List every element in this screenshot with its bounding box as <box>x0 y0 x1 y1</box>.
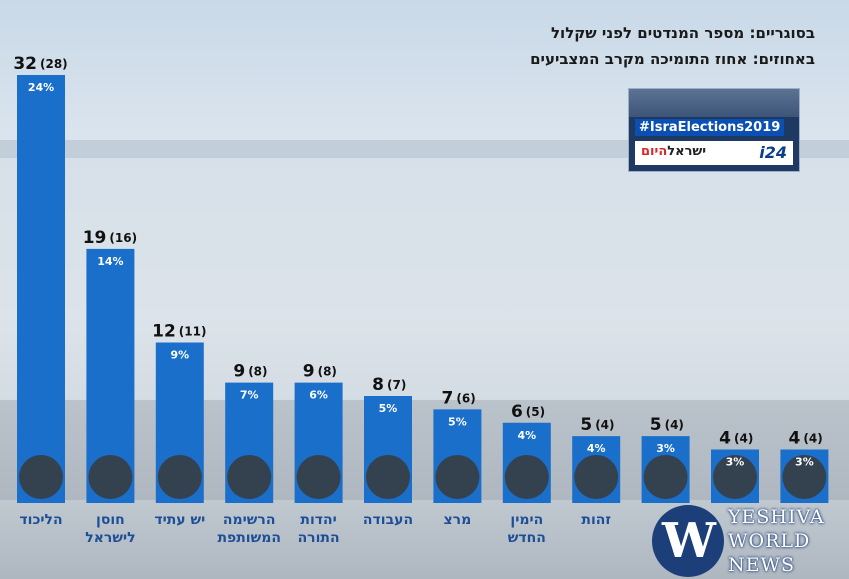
percent-label: 14% <box>97 255 123 268</box>
bar <box>17 75 65 503</box>
candidate-photo <box>643 455 688 499</box>
seat-value-label: 9 <box>233 362 245 382</box>
knesset-background <box>0 140 849 500</box>
percent-label: 6% <box>309 389 328 402</box>
candidate-photo <box>713 455 757 499</box>
candidate-photo <box>227 455 272 499</box>
partner-logos: ישראלהיום i24 <box>635 141 793 165</box>
candidate-photo <box>88 455 133 499</box>
candidate-photo <box>296 455 341 499</box>
candidate-photo <box>782 455 827 499</box>
category-label: התורה <box>298 530 340 546</box>
raw-seat-label: (11) <box>179 325 207 339</box>
watermark-line-1: YESHIVA <box>728 506 825 528</box>
israel-hayom-logo-text: ישראל <box>667 144 707 159</box>
category-label: החדש <box>508 530 546 546</box>
category-label: לישראל <box>85 530 135 546</box>
raw-seat-label: (5) <box>526 405 545 419</box>
candidate-photo <box>574 455 619 499</box>
seat-value-label: 7 <box>442 388 454 408</box>
percent-label: 4% <box>587 442 606 455</box>
israel-hayom-logo: ישראלהיום <box>641 144 706 159</box>
percent-label: 4% <box>517 429 536 442</box>
raw-seat-label: (7) <box>387 378 406 392</box>
candidate-photo <box>504 455 549 499</box>
percent-label: 9% <box>170 349 189 362</box>
category-label: מרצ <box>444 512 472 528</box>
seat-value-label: 6 <box>511 402 523 422</box>
raw-seat-label: (6) <box>456 391 475 405</box>
raw-seat-label: (8) <box>318 365 337 379</box>
raw-seat-label: (16) <box>109 231 137 245</box>
legend-line-brackets: בסוגריים: מספר המנדטים לפני שקלול <box>550 24 815 42</box>
seat-value-label: 19 <box>83 228 107 248</box>
raw-seat-label: (4) <box>803 432 822 446</box>
category-label: יש עתיד <box>154 512 205 528</box>
candidate-photo <box>19 455 63 499</box>
category-label: יהדות <box>300 512 336 528</box>
category-label: הרשימה <box>223 512 276 528</box>
seat-value-label: 5 <box>650 415 662 435</box>
hayom-logo-text: היום <box>641 144 668 159</box>
seat-value-label: 8 <box>372 375 384 395</box>
percent-label: 5% <box>379 402 398 415</box>
seat-value-label: 4 <box>789 429 801 449</box>
percent-label: 24% <box>28 81 54 94</box>
category-label: הליכוד <box>19 512 62 528</box>
percent-label: 5% <box>448 415 467 428</box>
seat-value-label: 32 <box>13 54 37 74</box>
percent-label: 3% <box>656 442 675 455</box>
raw-seat-label: (4) <box>665 418 684 432</box>
percent-label: 3% <box>726 456 745 469</box>
seat-value-label: 9 <box>303 362 315 382</box>
seat-value-label: 4 <box>719 429 731 449</box>
seat-value-label: 12 <box>152 322 176 342</box>
category-label: העבודה <box>363 512 413 528</box>
category-label: המשותפת <box>217 530 281 546</box>
ywn-logo-circle: W <box>652 505 724 577</box>
candidate-photo <box>157 455 202 499</box>
i24-logo: i24 <box>759 143 787 162</box>
category-label: חוסן <box>96 512 125 528</box>
candidate-photo <box>366 455 410 499</box>
chart-legend: בסוגריים: מספר המנדטים לפני שקלול באחוזי… <box>530 20 815 72</box>
ywn-logo-letter: W <box>662 513 716 569</box>
raw-seat-label: (4) <box>734 432 753 446</box>
raw-seat-label: (8) <box>248 365 267 379</box>
category-label: זהות <box>581 512 611 528</box>
elections-badge: #IsraElections2019 ישראלהיום i24 <box>628 88 800 172</box>
candidate-photo <box>435 455 480 499</box>
knesset-thumbnail <box>629 89 799 117</box>
raw-seat-label: (4) <box>595 418 614 432</box>
category-label: הימין <box>510 512 543 528</box>
raw-seat-label: (28) <box>40 57 68 71</box>
percent-label: 3% <box>795 456 814 469</box>
legend-line-percent: באחוזים: אחוז התומיכה מקרב המצביעים <box>530 50 815 68</box>
yeshiva-world-news-watermark: W YESHIVA WORLD NEWS <box>652 505 849 579</box>
percent-label: 7% <box>240 389 259 402</box>
hashtag-label: #IsraElections2019 <box>635 119 785 136</box>
watermark-line-2: WORLD <box>728 530 811 552</box>
seat-value-label: 5 <box>580 415 592 435</box>
watermark-line-3: NEWS <box>728 554 796 576</box>
